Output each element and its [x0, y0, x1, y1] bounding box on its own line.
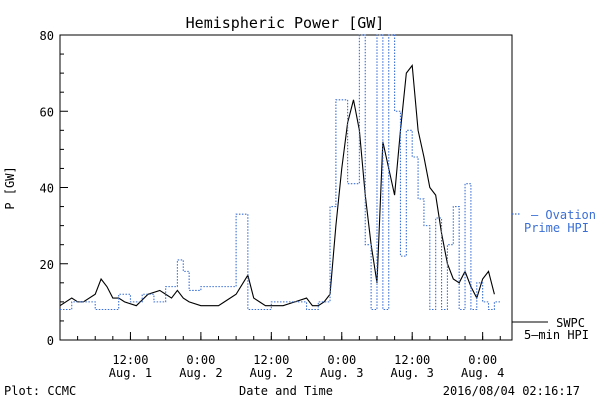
legend-ovation-line1: — Ovation: [531, 208, 596, 222]
y-axis-label: P [GW]: [3, 166, 17, 209]
legend-swpc-line1: SWPC: [556, 316, 585, 330]
legend-swpc: SWPC 5—min HPI: [512, 316, 589, 342]
x-tick-label-date: Aug. 3: [391, 366, 434, 380]
y-tick-label: 0: [47, 334, 54, 348]
y-tick-label: 20: [40, 258, 54, 272]
y-tick-label: 80: [40, 29, 54, 43]
x-tick-label-date: Aug. 4: [461, 366, 504, 380]
legend-ovation: — Ovation Prime HPI: [512, 208, 596, 235]
x-tick-label-date: Aug. 1: [109, 366, 152, 380]
x-tick-label-date: Aug. 2: [250, 366, 293, 380]
x-tick-label-time: 12:00: [112, 353, 148, 367]
x-tick-label-time: 0:00: [186, 353, 215, 367]
x-tick-label-time: 0:00: [468, 353, 497, 367]
x-tick-label-date: Aug. 3: [320, 366, 363, 380]
plot-credit: Plot: CCMC: [4, 384, 76, 398]
x-axis-label: Date and Time: [239, 384, 333, 398]
y-tick-label: 40: [40, 182, 54, 196]
chart-title: Hemispheric Power [GW]: [186, 14, 385, 32]
series-line-swpc: [59, 64, 495, 307]
legend-swpc-line2: 5—min HPI: [524, 328, 589, 342]
legend-ovation-line2: Prime HPI: [524, 221, 589, 235]
x-tick-label-date: Aug. 2: [179, 366, 222, 380]
y-tick-label: 60: [40, 105, 54, 119]
series-line-ovation: [60, 34, 501, 311]
x-tick-label-time: 0:00: [327, 353, 356, 367]
y-axis-ticks: 0 20 40 60 80: [40, 29, 68, 348]
x-tick-label-time: 12:00: [253, 353, 289, 367]
series-layer: [59, 34, 501, 311]
timestamp: 2016/08/04 02:16:17: [443, 384, 580, 398]
plot-frame: [59, 34, 513, 341]
x-tick-label-time: 12:00: [394, 353, 430, 367]
